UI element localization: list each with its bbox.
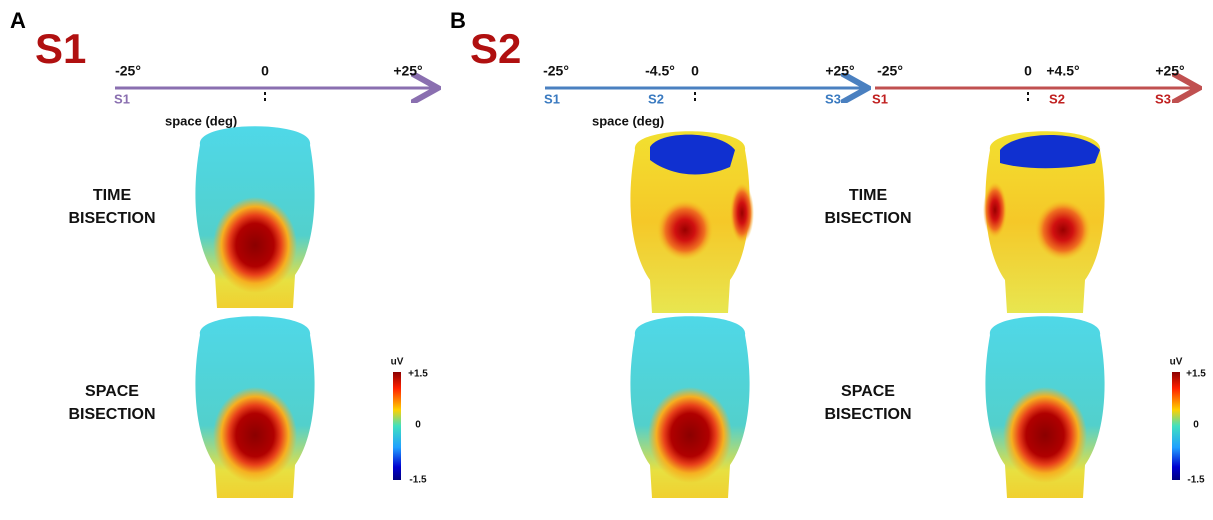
tick-label: +25° — [393, 63, 422, 79]
colorbar-label: 0 — [1193, 420, 1199, 431]
colorbar — [393, 372, 401, 480]
colorbar-label: +1.5 — [408, 369, 428, 380]
head-map — [630, 131, 754, 313]
row-label: SPACE — [85, 383, 139, 400]
row-label: TIME — [849, 187, 888, 204]
head-map — [195, 126, 315, 308]
stimulus-label: S1 — [872, 91, 888, 106]
axis-label: space (deg) — [592, 113, 664, 128]
stimulus-label: S2 — [1049, 91, 1065, 106]
axis-label: space (deg) — [165, 113, 237, 128]
row-label: BISECTION — [824, 406, 911, 423]
tick-label: -25° — [543, 63, 569, 79]
tick-label: 0 — [261, 63, 269, 79]
panel-title: S1 — [35, 25, 86, 72]
row-label: BISECTION — [824, 210, 911, 227]
row-label: BISECTION — [68, 406, 155, 423]
tick-label: 0 — [691, 63, 699, 79]
colorbar-label: -1.5 — [409, 475, 427, 486]
row-label: BISECTION — [68, 210, 155, 227]
tick-label: 0 — [1024, 63, 1032, 79]
head-map — [630, 316, 750, 498]
panel-letter: A — [10, 8, 26, 33]
tick-label: +4.5° — [1046, 63, 1079, 79]
panel-letter: B — [450, 8, 466, 33]
row-label: TIME — [93, 187, 132, 204]
stimulus-label: S1 — [544, 91, 560, 106]
tick-label: -25° — [877, 63, 903, 79]
colorbar-label: 0 — [415, 420, 421, 431]
head-map — [985, 316, 1105, 498]
row-label: SPACE — [841, 383, 895, 400]
stimulus-label: S2 — [648, 91, 664, 106]
colorbar-label: +1.5 — [1186, 369, 1206, 380]
colorbar-unit: uV — [391, 357, 404, 368]
stimulus-label: S3 — [1155, 91, 1171, 106]
head-map — [983, 131, 1105, 313]
colorbar-label: -1.5 — [1187, 475, 1205, 486]
panel-title: S2 — [470, 25, 521, 72]
tick-label: +25° — [1155, 63, 1184, 79]
tick-label: +25° — [825, 63, 854, 79]
colorbar — [1172, 372, 1180, 480]
colorbar-unit: uV — [1170, 357, 1183, 368]
stimulus-label: S3 — [825, 91, 841, 106]
stimulus-label: S1 — [114, 91, 130, 106]
head-map — [195, 316, 315, 498]
tick-label: -4.5° — [645, 63, 675, 79]
tick-label: -25° — [115, 63, 141, 79]
